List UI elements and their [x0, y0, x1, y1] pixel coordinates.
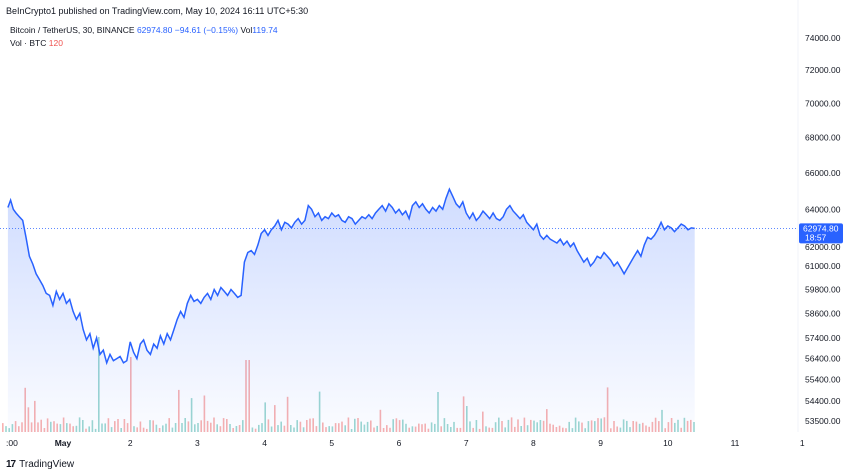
- volume-series-value: 120: [48, 38, 63, 48]
- y-tick-label: 64000.00: [805, 204, 841, 214]
- y-tick-label: 68000.00: [805, 133, 841, 143]
- y-tick-label: 54400.00: [805, 396, 841, 406]
- brand-text: TradingView: [19, 459, 75, 470]
- chart-legend: Bitcoin / TetherUS, 30, BINANCE 62974.80…: [10, 24, 278, 50]
- price-change: −94.61 (−0.15%): [174, 25, 239, 35]
- x-tick-label: 6: [397, 438, 402, 448]
- volume-bar: [5, 426, 7, 432]
- last-price: 62974.80: [136, 25, 173, 35]
- tradingview-brand[interactable]: 17 TradingView: [6, 459, 74, 470]
- vol-value: 119.74: [252, 25, 278, 35]
- x-tick-label: 5: [329, 438, 334, 448]
- y-tick-label: 53500.00: [805, 416, 841, 426]
- x-tick-label: 9: [598, 438, 603, 448]
- x-tick-label: 11: [731, 438, 740, 448]
- x-tick-label: 4: [262, 438, 267, 448]
- x-tick-label: :00: [6, 438, 18, 448]
- price-line: [7, 187, 695, 366]
- price-tag-countdown: 18:57: [805, 232, 827, 242]
- x-axis[interactable]: :00 May 2 3 4 5 6 7 8 9 10 11 1: [6, 438, 805, 448]
- volume-series-label[interactable]: Vol · BTC: [10, 38, 47, 48]
- y-tick-label: 59800.00: [805, 284, 841, 294]
- price-tag-price: 62974.80: [803, 223, 839, 233]
- vol-label: Vol: [240, 25, 253, 35]
- y-tick-label: 66000.00: [805, 168, 841, 178]
- price-tag: 62974.80 18:57: [799, 223, 843, 244]
- x-tick-label: 8: [531, 438, 536, 448]
- volume-bar: [2, 423, 4, 432]
- y-tick-label: 55400.00: [805, 375, 841, 385]
- price-tag-box: [799, 223, 843, 244]
- tradingview-logo-icon: 17: [6, 459, 16, 470]
- y-tick-label: 72000.00: [805, 65, 841, 75]
- x-tick-label: May: [55, 438, 72, 448]
- y-tick-label: 74000.00: [805, 33, 841, 43]
- x-tick-label: 10: [663, 438, 673, 448]
- y-tick-label: 56400.00: [805, 354, 841, 364]
- price-area-fill: [7, 189, 695, 432]
- x-tick-label: 1: [800, 438, 805, 448]
- symbol-label[interactable]: Bitcoin / TetherUS, 30, BINANCE: [10, 25, 135, 35]
- y-tick-label: 58600.00: [805, 308, 841, 318]
- symbol-row: Bitcoin / TetherUS, 30, BINANCE 62974.80…: [10, 24, 278, 37]
- y-tick-label: 57400.00: [805, 333, 841, 343]
- y-axis[interactable]: 74000.00 72000.00 70000.00 68000.00 66000.00…: [805, 33, 841, 426]
- volume-row: Vol · BTC 120: [10, 37, 278, 50]
- y-tick-label: 61000.00: [805, 261, 841, 271]
- x-tick-label: 3: [195, 438, 200, 448]
- y-tick-label: 70000.00: [805, 98, 841, 108]
- x-tick-label: 2: [128, 438, 133, 448]
- y-tick-label: 62000.00: [805, 242, 841, 252]
- publisher-header: BeInCrypto1 published on TradingView.com…: [6, 6, 309, 16]
- x-tick-label: 7: [464, 438, 469, 448]
